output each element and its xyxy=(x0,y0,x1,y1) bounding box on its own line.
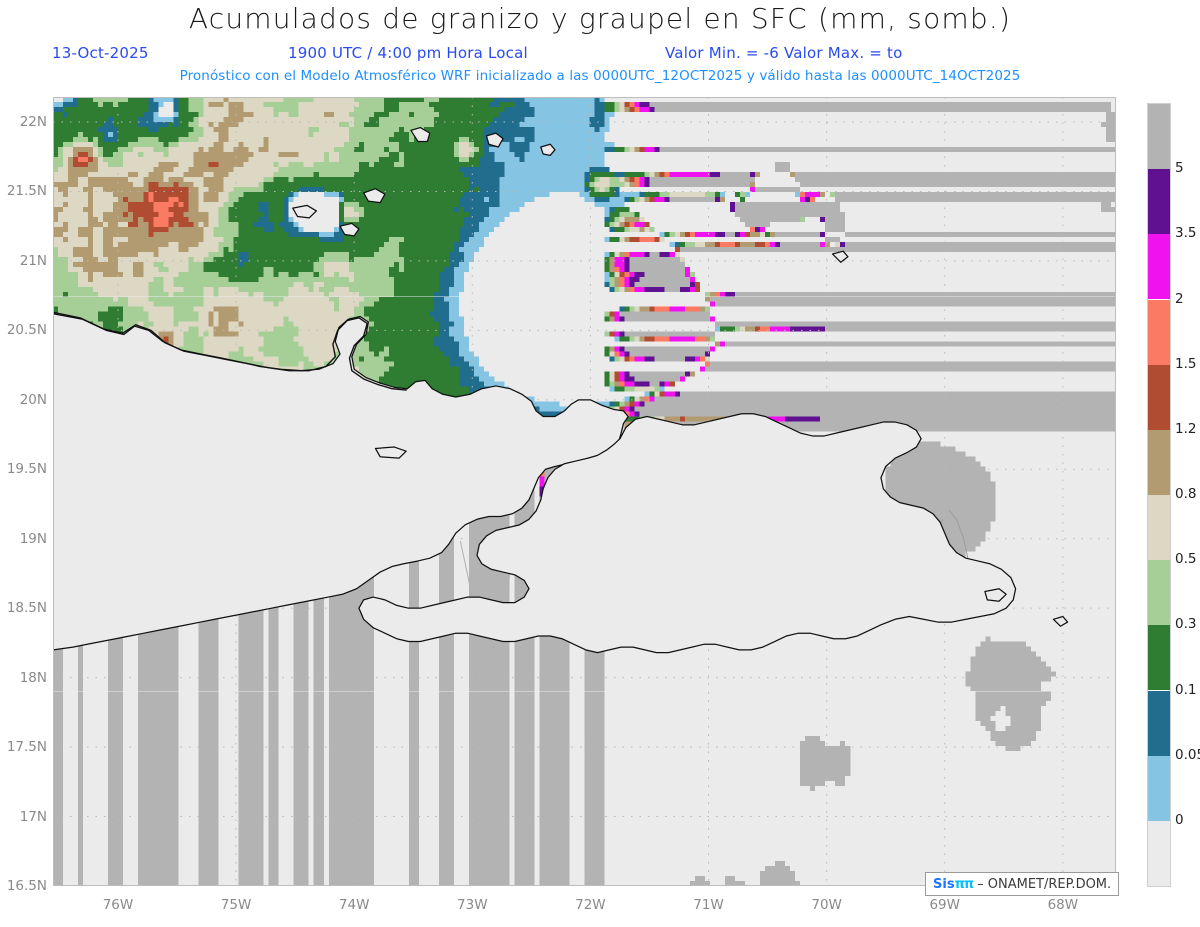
coastline-layer xyxy=(53,126,1069,654)
colorbar-band xyxy=(1148,104,1170,170)
coastline-ile-de-la-gonave xyxy=(374,446,407,459)
colorbar-tick-label: 0.8 xyxy=(1175,486,1197,502)
colorbar-band xyxy=(1148,364,1170,430)
coastline-cuba-hispaniola-outer xyxy=(53,313,629,651)
colorbar-band xyxy=(1148,169,1170,235)
plot-frame xyxy=(53,97,1116,886)
y-axis-tick-label: 17N xyxy=(19,808,47,825)
colorbar-band xyxy=(1148,234,1170,300)
colorbar-tick-label: 3.5 xyxy=(1175,225,1197,242)
y-axis-tick-label: 20N xyxy=(19,391,47,408)
province-border-10 xyxy=(948,510,969,562)
colorbar-tick-label: 0.1 xyxy=(1175,681,1197,698)
watermark-agency-text: – ONAMET/REP.DOM. xyxy=(977,876,1112,892)
coastline-isla-saona xyxy=(984,588,1007,602)
colorbar-tick-label: 0 xyxy=(1175,811,1184,828)
watermark-pi-icon: ππ xyxy=(954,876,975,892)
colorbar-tick-label: 2 xyxy=(1175,290,1184,307)
coastline-cay-nw-5 xyxy=(292,204,318,219)
watermark-badge: Sis ππ – ONAMET/REP.DOM. xyxy=(925,872,1120,896)
model-description: Pronóstico con el Modelo Atmosférico WRF… xyxy=(179,68,1021,84)
coastline-cay-nw-4 xyxy=(339,222,360,237)
x-axis-tick-label: 75W xyxy=(220,897,252,913)
colorbar-band xyxy=(1148,755,1170,821)
colorbar-tick-label: 0.5 xyxy=(1175,551,1197,568)
coastline-cay-ne xyxy=(831,250,849,263)
y-axis-tick-label: 20.5N xyxy=(6,322,47,339)
y-axis-tick-label: 22N xyxy=(19,114,47,130)
coastline-cay-nw-3 xyxy=(540,143,556,156)
colorbar-tick-label: 1.2 xyxy=(1175,420,1197,437)
y-axis-tick-label: 17.5N xyxy=(6,739,47,756)
watermark-sis-text: Sis xyxy=(933,876,955,892)
colorbar-band xyxy=(1148,429,1170,495)
x-axis-tick-label: 74W xyxy=(338,897,370,913)
coastline-hispaniola xyxy=(358,413,1017,654)
colorbar-band xyxy=(1148,690,1170,756)
y-axis-tick-label: 21N xyxy=(19,252,47,269)
forecast-time: 1900 UTC / 4:00 pm Hora Local xyxy=(288,44,528,62)
colorbar-band xyxy=(1148,820,1170,886)
coastline-cuba-southeast xyxy=(53,311,407,391)
page-title: Acumulados de granizo y graupel en SFC (… xyxy=(188,2,1012,35)
map-plot-area[interactable] xyxy=(53,97,1116,886)
coastline-cay-inagua xyxy=(363,188,386,204)
x-axis-tick-label: 69W xyxy=(929,897,960,913)
x-axis-tick-label: 76W xyxy=(102,897,134,913)
colorbar-band xyxy=(1148,625,1170,691)
forecast-date: 13-Oct-2025 xyxy=(52,44,149,62)
colorbar-tick-label: 0.3 xyxy=(1175,616,1197,633)
colorbar-band xyxy=(1148,495,1170,561)
y-axis-tick-label: 16.5N xyxy=(6,878,47,894)
colorbar[interactable] xyxy=(1147,103,1171,887)
colorbar-tick-label: 0.05 xyxy=(1175,746,1200,763)
colorbar-band xyxy=(1148,560,1170,626)
coastline-cay-nw-1 xyxy=(410,126,431,143)
x-axis-tick-label: 72W xyxy=(575,897,606,913)
y-axis-tick-label: 18.5N xyxy=(6,600,47,617)
coastline-cay-se xyxy=(1052,615,1069,627)
x-axis-tick-label: 68W xyxy=(1047,897,1079,913)
coastline-cay-nw-2 xyxy=(485,132,504,148)
map-svg xyxy=(53,97,1116,886)
x-axis-tick-label: 70W xyxy=(811,897,842,913)
x-axis-tick-label: 71W xyxy=(693,897,724,913)
y-axis-tick-label: 21.5N xyxy=(6,183,47,200)
y-axis-tick-label: 19N xyxy=(19,530,47,547)
colorbar-band xyxy=(1148,299,1170,365)
colorbar-tick-label: 5 xyxy=(1175,160,1184,177)
haiti-department-border-1 xyxy=(459,541,473,606)
y-axis-tick-label: 18N xyxy=(19,669,47,686)
colorbar-tick-label: 1.5 xyxy=(1175,355,1197,372)
value-range-text: Valor Min. = -6 Valor Max. = to xyxy=(665,44,903,62)
y-axis-tick-label: 19.5N xyxy=(6,461,47,478)
x-axis-tick-label: 73W xyxy=(457,897,488,913)
